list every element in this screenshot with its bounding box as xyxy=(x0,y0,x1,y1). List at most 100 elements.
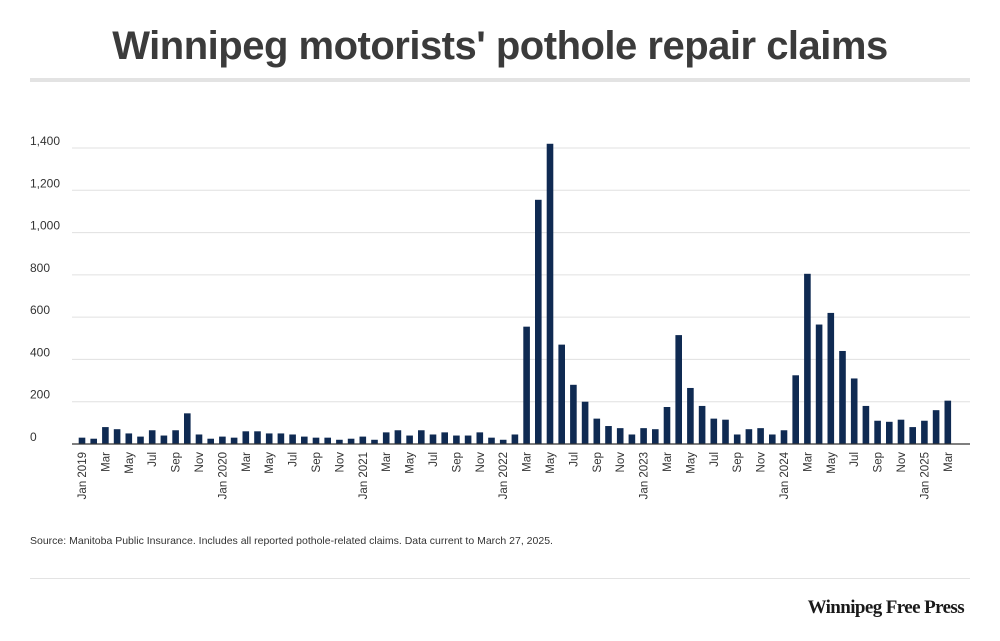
x-tick-label: Sep xyxy=(592,452,604,472)
bar xyxy=(406,435,413,444)
x-tick-label: Jan 2024 xyxy=(779,451,791,499)
y-tick-label: 1,000 xyxy=(30,219,60,233)
bar xyxy=(137,436,144,444)
bar xyxy=(125,433,133,444)
bar xyxy=(511,434,519,444)
bar xyxy=(336,439,343,444)
source-note: Source: Manitoba Public Insurance. Inclu… xyxy=(30,535,553,547)
bar xyxy=(160,435,168,444)
bar xyxy=(499,439,507,444)
x-tick-label: Sep xyxy=(171,452,183,472)
x-tick-label: Jul xyxy=(428,452,440,467)
bar xyxy=(207,438,214,444)
bar xyxy=(312,437,320,444)
x-tick-label: Sep xyxy=(873,452,885,472)
y-tick-label: 1,400 xyxy=(30,134,60,148)
bar xyxy=(605,426,612,444)
bar xyxy=(476,432,484,444)
bar xyxy=(254,431,261,444)
bar xyxy=(628,434,636,444)
x-tick-label: Nov xyxy=(756,452,768,473)
bar xyxy=(453,435,460,444)
bar xyxy=(745,429,753,444)
bar xyxy=(886,421,893,444)
bar xyxy=(277,433,285,444)
x-tick-label: Jan 2019 xyxy=(77,452,89,499)
footer-divider xyxy=(30,578,970,579)
publisher-logo: Winnipeg Free Press xyxy=(807,597,965,618)
x-tick-label: Mar xyxy=(662,452,674,472)
bar xyxy=(558,344,565,444)
x-tick-label: Mar xyxy=(943,452,955,472)
bar xyxy=(441,432,448,444)
x-tick-label: Jan 2022 xyxy=(498,452,510,499)
bar xyxy=(839,350,846,444)
y-tick-label: 400 xyxy=(30,345,50,359)
bar xyxy=(347,438,355,444)
bar xyxy=(874,420,881,444)
bar xyxy=(195,434,203,444)
bar xyxy=(827,312,835,444)
bar xyxy=(488,437,495,444)
bar xyxy=(780,430,788,444)
bar xyxy=(710,418,718,444)
bar xyxy=(546,143,554,444)
bar xyxy=(616,428,624,444)
x-tick-label: Jan 2021 xyxy=(358,452,370,499)
x-tick-label: May xyxy=(685,452,697,474)
chart-title: Winnipeg motorists' pothole repair claim… xyxy=(112,24,888,68)
x-tick-label: Jul xyxy=(709,452,721,467)
x-tick-label: Sep xyxy=(451,452,463,472)
bar xyxy=(184,413,191,444)
bar xyxy=(932,410,940,444)
bar xyxy=(792,375,799,444)
x-tick-label: Sep xyxy=(311,452,323,472)
x-tick-label: Mar xyxy=(522,452,534,472)
bar xyxy=(113,429,121,444)
bar xyxy=(640,428,647,444)
x-tick-label: Nov xyxy=(615,452,627,473)
bar xyxy=(464,435,472,444)
bar xyxy=(90,438,97,444)
x-tick-label: May xyxy=(826,452,838,474)
bar xyxy=(944,400,952,444)
gridlines xyxy=(72,147,970,403)
bar xyxy=(148,430,156,444)
bar xyxy=(897,419,905,444)
bar xyxy=(815,324,823,444)
bars xyxy=(78,143,952,444)
y-tick-label: 600 xyxy=(30,303,50,317)
bar xyxy=(581,401,589,444)
bar xyxy=(429,434,437,444)
bar xyxy=(371,439,378,444)
x-tick-label: Nov xyxy=(194,452,206,473)
bar xyxy=(909,427,916,444)
bar xyxy=(804,273,811,444)
bar xyxy=(359,436,367,444)
bar xyxy=(850,378,858,444)
x-tick-label: Jul xyxy=(288,452,300,467)
x-tick-label: Nov xyxy=(334,452,346,473)
bar xyxy=(265,433,273,444)
x-tick-label: Mar xyxy=(381,452,393,472)
bar xyxy=(687,387,694,444)
x-tick-label: Nov xyxy=(475,452,487,473)
bar xyxy=(172,430,179,444)
y-tick-label: 1,200 xyxy=(30,176,60,190)
x-tick-label: Jul xyxy=(849,452,861,467)
bar xyxy=(418,430,425,444)
bar xyxy=(102,427,109,444)
bar xyxy=(698,405,706,444)
bar xyxy=(219,436,226,444)
y-tick-label: 200 xyxy=(30,388,50,402)
bar xyxy=(230,437,238,444)
bar xyxy=(242,431,250,444)
x-tick-label: Jul xyxy=(568,452,580,467)
x-tick-label: May xyxy=(545,452,557,474)
bar xyxy=(382,432,390,444)
title-divider xyxy=(30,78,970,82)
bar xyxy=(733,434,741,444)
x-tick-label: May xyxy=(264,452,276,474)
x-tick-label: Mar xyxy=(100,452,112,472)
